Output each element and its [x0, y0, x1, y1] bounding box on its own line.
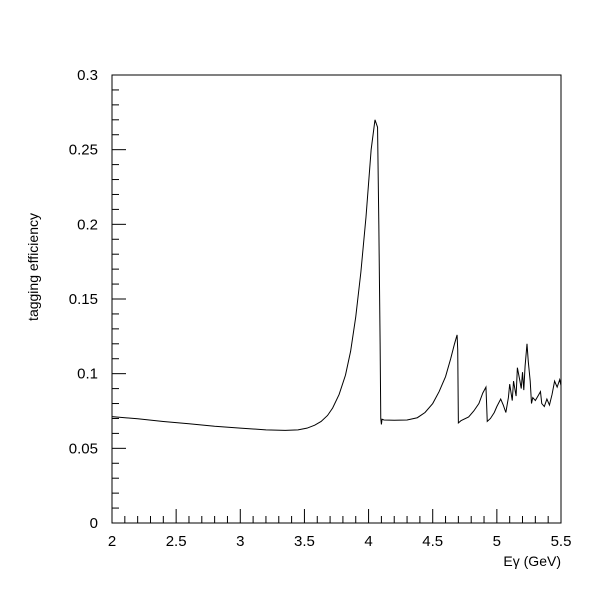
- tick-labels-layer: 2 2.5 3 3.5 4 4.5 5 5.5 0 0.05 0.1 0.15 0.2 0.25 0.3: [69, 67, 572, 550]
- x-tick-label: 3: [236, 533, 244, 550]
- x-tick-label: 4.5: [422, 533, 443, 550]
- x-axis-label: Eγ (GeV): [503, 553, 561, 569]
- ticks-layer: [111, 74, 562, 524]
- plot-frame: [111, 74, 562, 524]
- x-tick-label: 5: [493, 533, 501, 550]
- y-tick-label: 0.25: [69, 142, 98, 159]
- x-tick-label: 3.5: [294, 533, 315, 550]
- y-axis-label: tagging efficiency: [25, 213, 41, 321]
- x-tick-label: 4: [364, 533, 372, 550]
- y-tick-label: 0.1: [77, 366, 98, 383]
- series-line: [111, 119, 562, 431]
- x-tick-label: 5.5: [551, 533, 572, 550]
- x-tick-label: 2.5: [166, 533, 187, 550]
- y-tick-label: 0.2: [77, 216, 98, 233]
- y-tick-label: 0: [90, 515, 98, 532]
- y-tick-label: 0.3: [77, 67, 98, 84]
- y-tick-label: 0.05: [69, 440, 98, 457]
- x-tick-label: 2: [108, 533, 116, 550]
- y-tick-label: 0.15: [69, 291, 98, 308]
